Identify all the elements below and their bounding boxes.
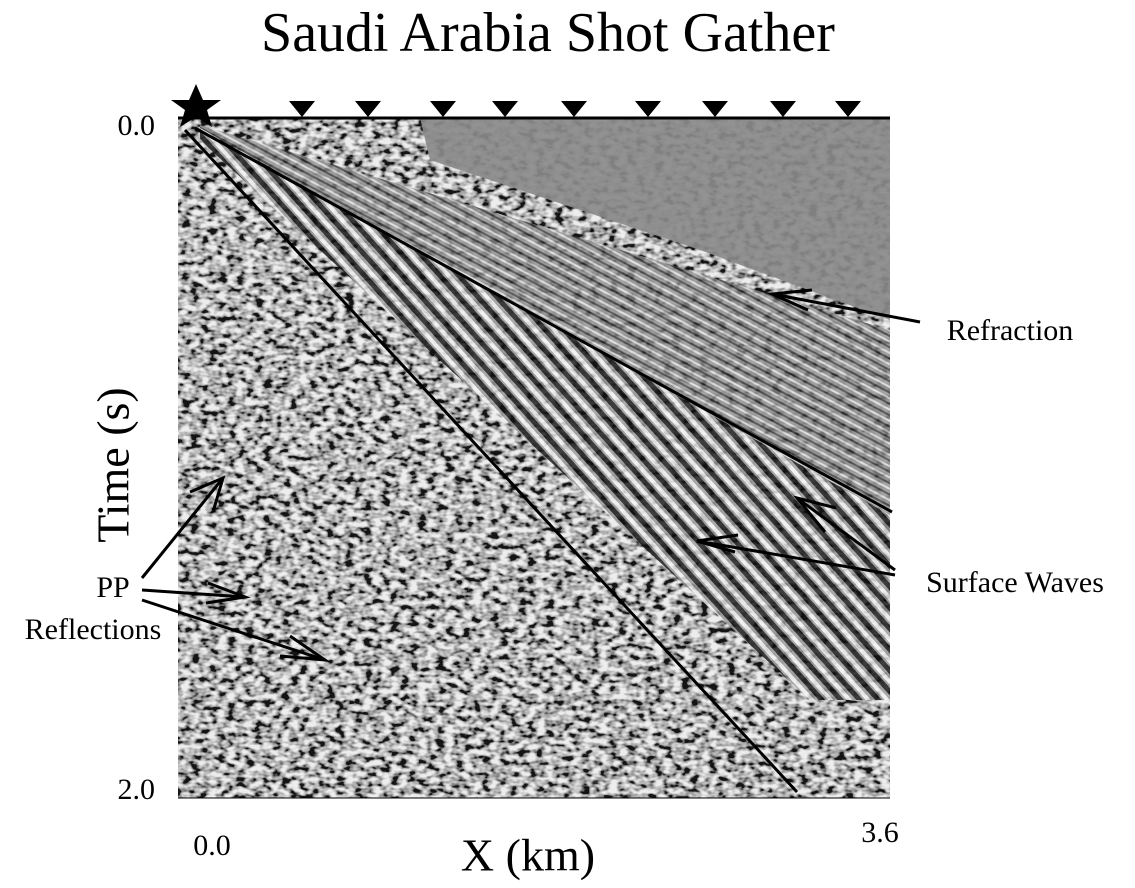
annotation-lines — [140, 126, 921, 794]
seismic-image — [178, 118, 890, 798]
x-tick-label: 3.6 — [861, 816, 899, 849]
annotation: Surface Waves — [926, 566, 1104, 599]
x-tick-label: 0.0 — [193, 829, 231, 862]
annotation: Reflections — [25, 613, 162, 646]
annotation: Refraction — [947, 314, 1074, 347]
source-star — [171, 84, 221, 127]
y-tick-label: 2.0 — [118, 773, 156, 806]
title: Saudi Arabia Shot Gather — [261, 2, 835, 64]
annotation: PP — [96, 571, 129, 604]
x-axis-label: X (km) — [461, 830, 595, 881]
y-tick-label: 0.0 — [118, 109, 156, 142]
receivers — [289, 101, 861, 117]
y-axis-label: Time (s) — [88, 387, 139, 543]
